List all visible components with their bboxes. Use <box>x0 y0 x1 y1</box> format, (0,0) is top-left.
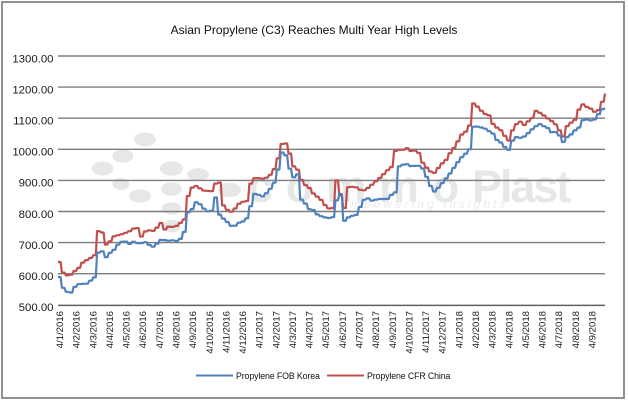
svg-text:4/10/2016: 4/10/2016 <box>205 311 216 354</box>
svg-text:4/1/2016: 4/1/2016 <box>55 311 66 348</box>
svg-text:4/8/2017: 4/8/2017 <box>371 311 382 348</box>
svg-text:4/3/2016: 4/3/2016 <box>88 311 99 348</box>
svg-text:1000.00: 1000.00 <box>12 147 53 159</box>
svg-text:4/7/2016: 4/7/2016 <box>155 311 166 348</box>
svg-text:4/8/2018: 4/8/2018 <box>571 311 582 348</box>
svg-text:4/4/2018: 4/4/2018 <box>504 311 515 348</box>
svg-text:4/9/2017: 4/9/2017 <box>388 311 399 348</box>
svg-text:4/2/2017: 4/2/2017 <box>271 311 282 348</box>
svg-text:4/2/2018: 4/2/2018 <box>471 311 482 348</box>
svg-text:Propylene FOB Korea: Propylene FOB Korea <box>236 371 320 381</box>
svg-text:4/3/2017: 4/3/2017 <box>288 311 299 348</box>
svg-text:4/9/2016: 4/9/2016 <box>188 311 199 348</box>
svg-text:4/5/2016: 4/5/2016 <box>122 311 133 348</box>
svg-text:4/6/2016: 4/6/2016 <box>138 311 149 348</box>
svg-text:4/11/2016: 4/11/2016 <box>221 311 232 353</box>
svg-text:700.00: 700.00 <box>19 240 54 252</box>
svg-text:4/12/2016: 4/12/2016 <box>238 311 249 354</box>
svg-text:4/4/2017: 4/4/2017 <box>305 311 316 348</box>
svg-text:4/5/2017: 4/5/2017 <box>321 311 332 348</box>
svg-text:4/9/2018: 4/9/2018 <box>588 311 599 348</box>
svg-text:4/7/2017: 4/7/2017 <box>355 311 366 348</box>
svg-text:4/4/2016: 4/4/2016 <box>105 311 116 348</box>
svg-text:1300.00: 1300.00 <box>12 53 53 65</box>
svg-text:4/6/2018: 4/6/2018 <box>538 311 549 348</box>
svg-text:900.00: 900.00 <box>19 178 54 190</box>
svg-text:Propylene CFR China: Propylene CFR China <box>367 371 451 381</box>
svg-text:4/7/2018: 4/7/2018 <box>554 311 565 348</box>
svg-text:4/8/2016: 4/8/2016 <box>172 311 183 348</box>
svg-text:800.00: 800.00 <box>19 209 54 221</box>
svg-text:1100.00: 1100.00 <box>13 116 53 128</box>
svg-text:4/1/2017: 4/1/2017 <box>255 311 266 348</box>
svg-text:4/3/2018: 4/3/2018 <box>488 311 499 348</box>
svg-text:4/6/2017: 4/6/2017 <box>338 311 349 348</box>
svg-text:4/11/2017: 4/11/2017 <box>421 311 432 353</box>
svg-text:4/10/2017: 4/10/2017 <box>404 311 415 354</box>
svg-text:1200.00: 1200.00 <box>12 84 53 96</box>
svg-text:4/1/2018: 4/1/2018 <box>454 311 465 348</box>
svg-text:4/12/2017: 4/12/2017 <box>438 311 449 354</box>
svg-text:4/5/2018: 4/5/2018 <box>521 311 532 348</box>
svg-text:4/2/2016: 4/2/2016 <box>72 311 83 348</box>
svg-text:600.00: 600.00 <box>19 271 54 283</box>
svg-text:500.00: 500.00 <box>19 302 54 314</box>
